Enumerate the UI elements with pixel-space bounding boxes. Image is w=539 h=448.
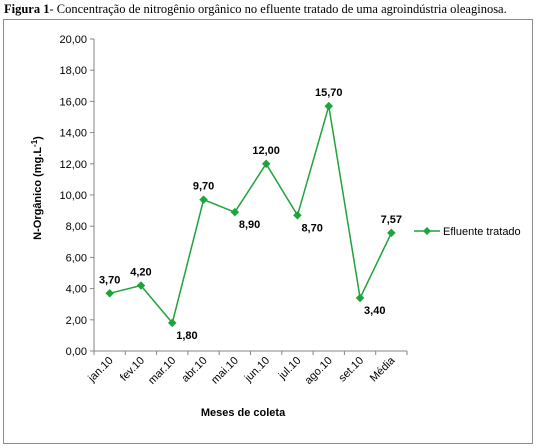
series-line bbox=[109, 105, 393, 325]
data-labels: 3,70 4,20 1,80 9,70 8,90 12,00 8,70 15,70 3,40 7,… bbox=[99, 87, 402, 342]
y-axis-title-main: N-Orgânico (mg.L bbox=[32, 147, 44, 240]
x-tick-label: Média bbox=[368, 354, 398, 384]
y-tick-label: 8,00 bbox=[66, 221, 87, 233]
x-tick-label: jul.10 bbox=[276, 355, 304, 383]
data-label: 8,70 bbox=[301, 222, 322, 234]
data-label: 8,90 bbox=[239, 219, 260, 231]
data-label: 15,70 bbox=[315, 87, 343, 99]
chart-axes bbox=[93, 39, 407, 352]
y-tick-label: 14,00 bbox=[59, 128, 87, 140]
figure-caption-text: - Concentração de nitrogênio orgânico no… bbox=[49, 2, 507, 16]
y-axis-title-end: ) bbox=[32, 136, 44, 140]
x-tick-label: jun.10 bbox=[242, 355, 272, 385]
data-label: 3,70 bbox=[99, 274, 120, 286]
y-axis-ticks: 0,00 2,00 4,00 6,00 8,00 10,00 12,00 14,00 16,00… bbox=[59, 34, 94, 358]
y-tick-label: 10,00 bbox=[59, 190, 87, 202]
data-point bbox=[105, 288, 115, 298]
x-axis-ticks: jan.10 fev.10 mar.10 abr.10 mai.10 jun.10 jul.… bbox=[85, 351, 408, 387]
y-tick-label: 2,00 bbox=[66, 315, 87, 327]
data-point bbox=[293, 210, 302, 220]
x-tick-label: set.10 bbox=[336, 355, 366, 385]
y-tick-label: 0,00 bbox=[66, 346, 87, 358]
y-tick-label: 20,00 bbox=[59, 34, 87, 46]
data-label: 12,00 bbox=[252, 145, 280, 157]
y-tick-label: 18,00 bbox=[59, 65, 87, 77]
chart-frame bbox=[3, 19, 533, 444]
data-label: 7,57 bbox=[381, 214, 402, 226]
x-tick-label: fev.10 bbox=[118, 355, 147, 384]
data-point bbox=[199, 195, 208, 205]
data-label: 4,20 bbox=[130, 266, 151, 278]
data-point bbox=[355, 293, 365, 303]
data-label: 3,40 bbox=[364, 305, 385, 317]
data-point bbox=[230, 207, 240, 217]
legend-label: Efluente tratado bbox=[443, 226, 521, 238]
y-tick-label: 6,00 bbox=[66, 252, 87, 264]
data-point bbox=[261, 159, 271, 169]
data-label: 9,70 bbox=[193, 181, 214, 193]
figure-caption-label: Figura 1 bbox=[4, 2, 50, 16]
y-axis-title-sup: -1 bbox=[30, 139, 39, 147]
y-axis-title: N-Orgânico (mg.L-1) bbox=[30, 136, 44, 240]
series-efluente-tratado bbox=[105, 101, 396, 328]
data-point bbox=[167, 318, 177, 328]
y-tick-label: 16,00 bbox=[59, 96, 87, 108]
y-tick-label: 12,00 bbox=[59, 159, 87, 171]
x-tick-label: jan.10 bbox=[85, 355, 115, 385]
x-axis-title: Meses de coleta bbox=[201, 407, 286, 419]
x-tick-label: mai.10 bbox=[209, 355, 241, 387]
chart-legend: Efluente tratado bbox=[414, 226, 521, 238]
x-tick-label: mar.10 bbox=[146, 355, 178, 387]
x-tick-label: abr.10 bbox=[180, 355, 210, 385]
legend-marker bbox=[423, 227, 431, 235]
figure-caption: Figura 1- Concentração de nitrogênio org… bbox=[4, 2, 539, 17]
data-point bbox=[136, 281, 146, 290]
y-tick-label: 4,00 bbox=[66, 284, 87, 296]
data-point bbox=[324, 101, 334, 111]
x-tick-label: ago.10 bbox=[303, 355, 335, 387]
data-point bbox=[386, 228, 396, 238]
data-label: 1,80 bbox=[176, 330, 197, 342]
